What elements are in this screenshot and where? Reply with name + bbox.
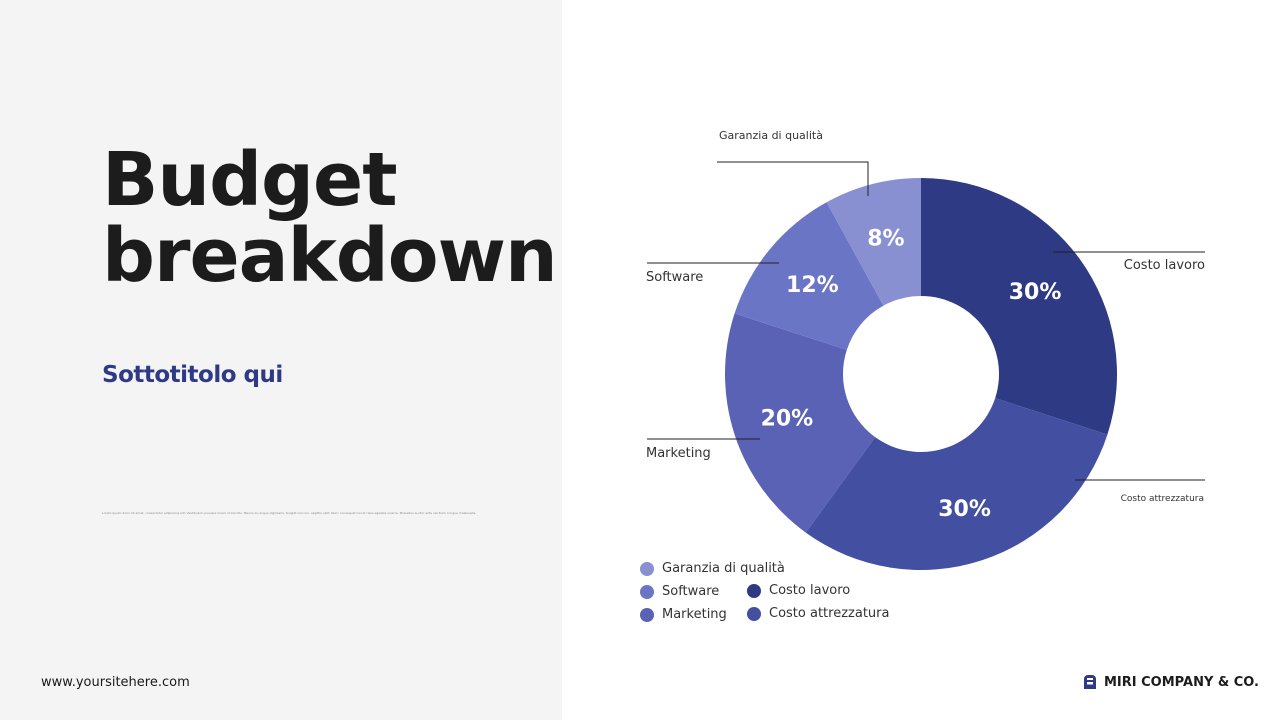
slice-value-label: 30% xyxy=(938,497,991,522)
slice-value-label: 12% xyxy=(786,273,839,298)
page-title: Budget breakdown xyxy=(102,142,558,294)
legend-item-marketing: Marketing xyxy=(640,607,727,622)
brand-name: MIRI COMPANY & CO. xyxy=(1104,674,1259,690)
subtitle: Sottotitolo qui xyxy=(102,362,283,388)
callout-label-garanzia: Garanzia di qualità xyxy=(719,129,823,142)
left-panel xyxy=(0,0,562,720)
donut-slice-costo-attrezzatura xyxy=(805,398,1108,571)
slice-value-label: 30% xyxy=(1009,280,1062,305)
legend-dot xyxy=(640,607,654,622)
legend-label: Costo attrezzatura xyxy=(769,606,890,621)
legend-item-software: Software xyxy=(640,584,719,599)
donut-slice-garanzia-di-qualit- xyxy=(826,178,921,306)
title-line-2: breakdown xyxy=(102,213,558,299)
slice-value-label: 20% xyxy=(761,407,814,432)
website-link[interactable]: www.yoursitehere.com xyxy=(41,675,190,690)
body-text: Lorem ipsum dolor sit amet, consectetur … xyxy=(102,511,477,515)
legend-dot xyxy=(640,584,654,599)
legend-label: Software xyxy=(662,584,720,599)
brand-logo-icon xyxy=(1084,675,1096,689)
title-line-1: Budget xyxy=(102,137,398,223)
legend-dot xyxy=(747,583,761,598)
legend-label: Marketing xyxy=(662,607,727,622)
legend-item-garanzia: Garanzia di qualità xyxy=(640,561,785,576)
callout-label-costo-lavoro: Costo lavoro xyxy=(1124,258,1205,273)
legend-dot xyxy=(747,606,761,621)
callout-line-garanzia xyxy=(717,161,869,196)
legend-dot xyxy=(640,561,654,576)
brand: MIRI COMPANY & CO. xyxy=(1082,674,1259,690)
donut-slice-costo-lavoro xyxy=(921,178,1118,435)
donut-slice-marketing xyxy=(725,313,876,533)
legend-label: Costo lavoro xyxy=(769,583,851,598)
callout-label-software: Software xyxy=(646,270,703,285)
legend-item-costo-lavoro: Costo lavoro xyxy=(747,583,850,598)
legend-item-costo-attrezzatura: Costo attrezzatura xyxy=(747,606,889,621)
slice-value-label: 8% xyxy=(867,226,904,251)
donut-slice-software xyxy=(734,202,884,350)
callout-label-marketing: Marketing xyxy=(646,446,711,461)
legend-label: Garanzia di qualità xyxy=(662,561,785,576)
callout-label-costo-attrezzatura: Costo attrezzatura xyxy=(1121,494,1204,504)
